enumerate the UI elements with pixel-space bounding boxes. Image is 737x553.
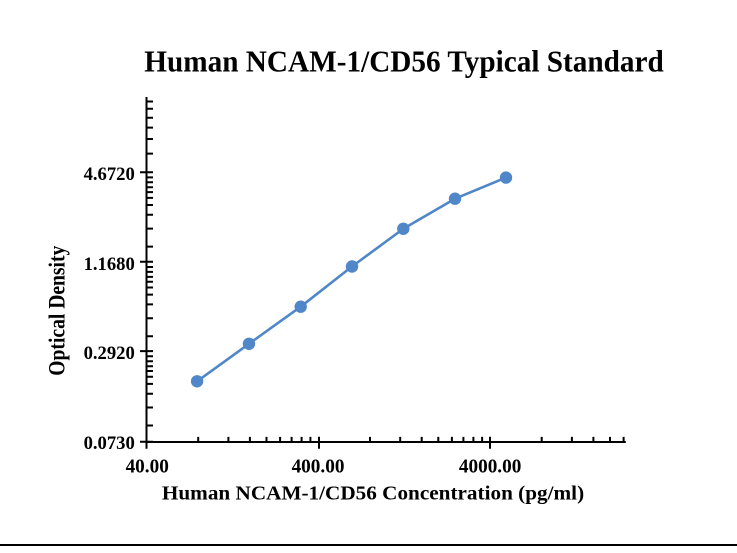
svg-text:40.00: 40.00 [126, 455, 169, 478]
svg-text:4000.00: 4000.00 [459, 455, 522, 478]
svg-text:0.0730: 0.0730 [84, 433, 135, 454]
svg-text:1.1680: 1.1680 [84, 254, 135, 275]
svg-text:Optical Density: Optical Density [44, 246, 70, 376]
svg-text:Human NCAM-1/CD56 Concentratio: Human NCAM-1/CD56 Concentration (pg/ml) [162, 483, 584, 504]
svg-text:400.00: 400.00 [292, 455, 345, 478]
svg-text:Human NCAM-1/CD56 Typical Stan: Human NCAM-1/CD56 Typical Standard [144, 45, 664, 79]
svg-text:4.6720: 4.6720 [84, 164, 135, 185]
svg-text:0.2920: 0.2920 [84, 343, 135, 364]
